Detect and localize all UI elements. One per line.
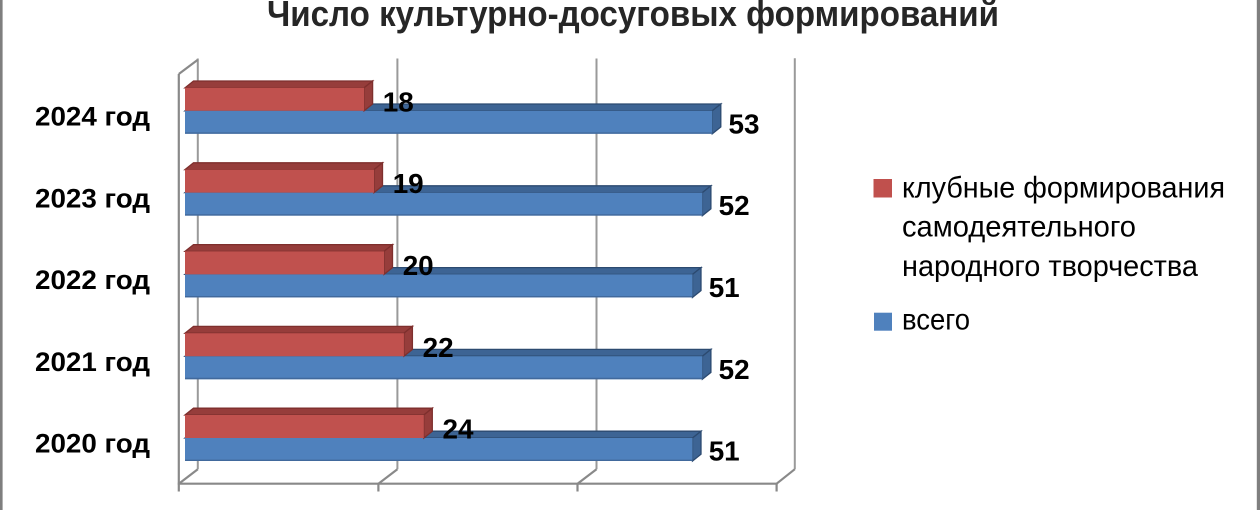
svg-text:53: 53 xyxy=(729,108,760,139)
svg-text:народного творчества: народного творчества xyxy=(902,250,1198,283)
svg-text:2023 год: 2023 год xyxy=(35,183,150,213)
svg-text:Число культурно-досуговых форм: Число культурно-досуговых формирований xyxy=(267,0,999,34)
svg-text:2021 год: 2021 год xyxy=(35,347,150,377)
svg-text:20: 20 xyxy=(403,250,434,281)
svg-text:2024 год: 2024 год xyxy=(35,102,150,132)
svg-text:клубные формирования: клубные формирования xyxy=(902,171,1225,204)
svg-text:19: 19 xyxy=(393,168,424,199)
svg-text:24: 24 xyxy=(443,414,474,445)
svg-text:18: 18 xyxy=(383,86,414,117)
svg-text:всего: всего xyxy=(902,303,970,336)
svg-text:22: 22 xyxy=(423,332,454,363)
svg-text:52: 52 xyxy=(719,190,750,221)
svg-text:2020 год: 2020 год xyxy=(35,429,150,459)
svg-text:самодеятельного: самодеятельного xyxy=(902,211,1136,244)
svg-text:51: 51 xyxy=(709,436,740,467)
svg-text:51: 51 xyxy=(709,272,740,303)
svg-text:2022 год: 2022 год xyxy=(35,265,150,295)
svg-text:52: 52 xyxy=(719,354,750,385)
